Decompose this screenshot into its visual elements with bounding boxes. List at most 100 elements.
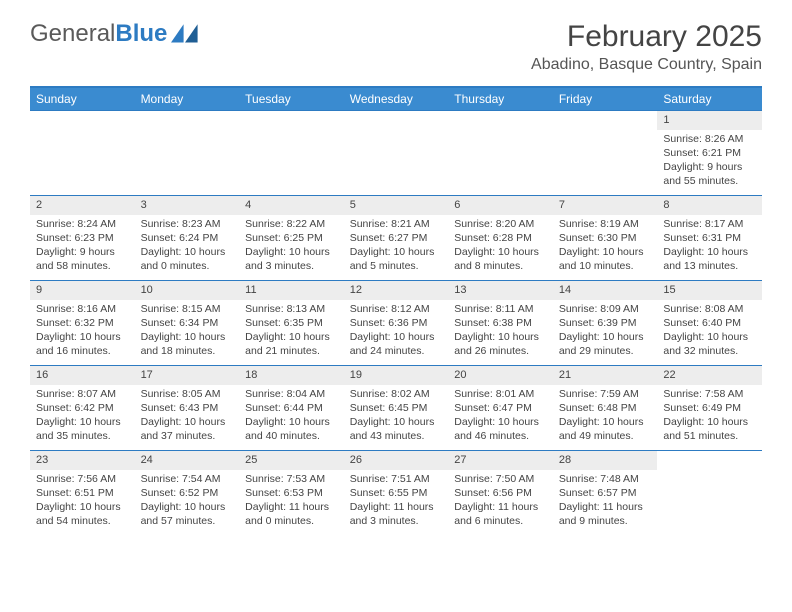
sunrise-text: Sunrise: 8:02 AM [350,387,443,401]
calendar-cell [553,111,658,195]
calendar-cell: 27Sunrise: 7:50 AMSunset: 6:56 PMDayligh… [448,451,553,535]
cell-body: Sunrise: 8:15 AMSunset: 6:34 PMDaylight:… [135,300,240,363]
cell-date: 6 [448,196,553,215]
daylight-text: Daylight: 10 hours and 51 minutes. [663,415,756,443]
daylight-text: Daylight: 10 hours and 46 minutes. [454,415,547,443]
cell-body: Sunrise: 7:53 AMSunset: 6:53 PMDaylight:… [239,470,344,533]
calendar-cell: 23 Sunrise: 7:56 AMSunset: 6:51 PMDayligh… [30,451,135,535]
cell-body: Sunrise: 8:05 AMSunset: 6:43 PMDaylight:… [135,385,240,448]
cell-date: 4 [239,196,344,215]
sunset-text: Sunset: 6:28 PM [454,231,547,245]
sunset-text: Sunset: 6:47 PM [454,401,547,415]
daylight-text: Daylight: 11 hours and 6 minutes. [454,500,547,528]
cell-date: 22 [657,366,762,385]
calendar-cell [657,451,762,535]
calendar-cell: 5Sunrise: 8:21 AMSunset: 6:27 PMDaylight… [344,196,449,280]
sunrise-text: Sunrise: 8:13 AM [245,302,338,316]
sunrise-text: Sunrise: 7:56 AM [36,472,129,486]
calendar-cell: 1Sunrise: 8:26 AMSunset: 6:21 PMDaylight… [657,111,762,195]
cell-body: Sunrise: 8:11 AMSunset: 6:38 PMDaylight:… [448,300,553,363]
brand-word-2: Blue [115,20,167,47]
cell-date: 12 [344,281,449,300]
daylight-text: Daylight: 10 hours and 16 minutes. [36,330,129,358]
cell-body: Sunrise: 8:17 AMSunset: 6:31 PMDaylight:… [657,215,762,278]
sunset-text: Sunset: 6:53 PM [245,486,338,500]
calendar: Sunday Monday Tuesday Wednesday Thursday… [30,86,762,535]
sunrise-text: Sunrise: 8:07 AM [36,387,129,401]
cell-date: 2 [30,196,135,215]
calendar-cell: 20Sunrise: 8:01 AMSunset: 6:47 PMDayligh… [448,366,553,450]
sunset-text: Sunset: 6:30 PM [559,231,652,245]
calendar-cell [344,111,449,195]
calendar-row: 1Sunrise: 8:26 AMSunset: 6:21 PMDaylight… [30,110,762,195]
cell-date: 13 [448,281,553,300]
daylight-text: Daylight: 10 hours and 37 minutes. [141,415,234,443]
sunrise-text: Sunrise: 8:01 AM [454,387,547,401]
calendar-cell: 14Sunrise: 8:09 AMSunset: 6:39 PMDayligh… [553,281,658,365]
calendar-cell: 17Sunrise: 8:05 AMSunset: 6:43 PMDayligh… [135,366,240,450]
calendar-cell: 21Sunrise: 7:59 AMSunset: 6:48 PMDayligh… [553,366,658,450]
cell-date: 16 [30,366,135,385]
cell-body: Sunrise: 7:48 AMSunset: 6:57 PMDaylight:… [553,470,658,533]
cell-body: Sunrise: 8:22 AMSunset: 6:25 PMDaylight:… [239,215,344,278]
cell-date: 21 [553,366,658,385]
sunrise-text: Sunrise: 8:21 AM [350,217,443,231]
sunset-text: Sunset: 6:57 PM [559,486,652,500]
cell-date: 18 [239,366,344,385]
cell-date: 23 [30,451,135,470]
sunset-text: Sunset: 6:51 PM [36,486,129,500]
page-title: February 2025 [531,20,762,54]
cell-body: Sunrise: 8:19 AMSunset: 6:30 PMDaylight:… [553,215,658,278]
calendar-cell: 7Sunrise: 8:19 AMSunset: 6:30 PMDaylight… [553,196,658,280]
daylight-text: Daylight: 10 hours and 18 minutes. [141,330,234,358]
page-subtitle: Abadino, Basque Country, Spain [531,56,762,74]
sunrise-text: Sunrise: 8:05 AM [141,387,234,401]
daylight-text: Daylight: 10 hours and 35 minutes. [36,415,129,443]
sunset-text: Sunset: 6:39 PM [559,316,652,330]
calendar-cell [30,111,135,195]
cell-date: 15 [657,281,762,300]
sunrise-text: Sunrise: 8:20 AM [454,217,547,231]
cell-body: Sunrise: 8:01 AMSunset: 6:47 PMDaylight:… [448,385,553,448]
daylight-text: Daylight: 10 hours and 8 minutes. [454,245,547,273]
sunrise-text: Sunrise: 8:08 AM [663,302,756,316]
daylight-text: Daylight: 10 hours and 21 minutes. [245,330,338,358]
daylight-text: Daylight: 11 hours and 0 minutes. [245,500,338,528]
cell-body: Sunrise: 7:51 AMSunset: 6:55 PMDaylight:… [344,470,449,533]
sunrise-text: Sunrise: 7:53 AM [245,472,338,486]
cell-body: Sunrise: 8:09 AMSunset: 6:39 PMDaylight:… [553,300,658,363]
daylight-text: Daylight: 10 hours and 54 minutes. [36,500,129,528]
cell-body: Sunrise: 8:21 AMSunset: 6:27 PMDaylight:… [344,215,449,278]
calendar-row: 9Sunrise: 8:16 AMSunset: 6:32 PMDaylight… [30,280,762,365]
brand-text: GeneralBlue [30,20,167,48]
sunrise-text: Sunrise: 8:11 AM [454,302,547,316]
sunrise-text: Sunrise: 7:58 AM [663,387,756,401]
cell-date: 28 [553,451,658,470]
cell-date: 24 [135,451,240,470]
sunset-text: Sunset: 6:27 PM [350,231,443,245]
calendar-cell: 24Sunrise: 7:54 AMSunset: 6:52 PMDayligh… [135,451,240,535]
cell-date: 14 [553,281,658,300]
daylight-text: Daylight: 10 hours and 26 minutes. [454,330,547,358]
cell-body: Sunrise: 8:02 AMSunset: 6:45 PMDaylight:… [344,385,449,448]
sunrise-text: Sunrise: 7:48 AM [559,472,652,486]
calendar-cell: 12Sunrise: 8:12 AMSunset: 6:36 PMDayligh… [344,281,449,365]
sunset-text: Sunset: 6:44 PM [245,401,338,415]
cell-date: 8 [657,196,762,215]
cell-date: 9 [30,281,135,300]
calendar-cell: 18Sunrise: 8:04 AMSunset: 6:44 PMDayligh… [239,366,344,450]
cell-date: 3 [135,196,240,215]
cell-body: Sunrise: 8:24 AMSunset: 6:23 PMDaylight:… [30,215,135,278]
sunrise-text: Sunrise: 7:51 AM [350,472,443,486]
cell-date: 27 [448,451,553,470]
cell-body: Sunrise: 8:16 AMSunset: 6:32 PMDaylight:… [30,300,135,363]
header: GeneralBlue February 2025 Abadino, Basqu… [0,0,792,80]
cell-body: Sunrise: 8:04 AMSunset: 6:44 PMDaylight:… [239,385,344,448]
cell-date: 11 [239,281,344,300]
sunrise-text: Sunrise: 7:54 AM [141,472,234,486]
weekday-tuesday: Tuesday [239,88,344,110]
sunrise-text: Sunrise: 8:16 AM [36,302,129,316]
sunset-text: Sunset: 6:42 PM [36,401,129,415]
sunset-text: Sunset: 6:35 PM [245,316,338,330]
calendar-cell: 9Sunrise: 8:16 AMSunset: 6:32 PMDaylight… [30,281,135,365]
